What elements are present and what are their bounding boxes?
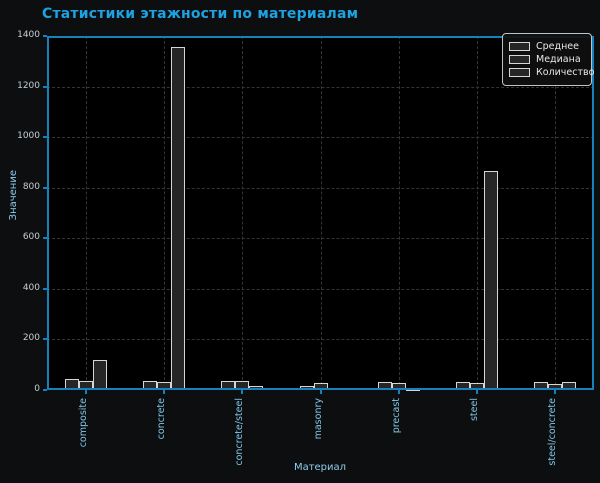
y-tick-mark bbox=[43, 85, 47, 88]
y-tick-label: 1000 bbox=[17, 131, 40, 142]
x-tick-mark bbox=[241, 390, 244, 394]
bar-Среднее-masonry bbox=[299, 386, 314, 390]
legend-item: Среднее bbox=[509, 41, 584, 52]
y-tick-label: 400 bbox=[22, 282, 40, 293]
bar-Медиана-steel bbox=[469, 383, 484, 390]
bar-Медиана-masonry bbox=[313, 383, 328, 390]
x-tick-mark bbox=[163, 390, 166, 394]
y-tick-mark bbox=[43, 186, 47, 189]
bar-Среднее-precast bbox=[377, 382, 392, 390]
x-tick-label: steel/concrete bbox=[546, 398, 558, 466]
bar-Количество-steel bbox=[483, 171, 498, 390]
y-tick-label: 0 bbox=[34, 384, 40, 394]
x-tick-label: masonry bbox=[312, 398, 324, 440]
bar-Количество-masonry bbox=[327, 388, 342, 391]
x-tick-mark bbox=[85, 390, 88, 394]
y-tick-mark bbox=[43, 389, 47, 391]
legend-swatch-icon bbox=[509, 55, 530, 64]
x-tick-mark bbox=[475, 390, 478, 394]
bar-Количество-steel/concrete bbox=[561, 381, 576, 390]
bar-Количество-concrete/steel bbox=[249, 385, 264, 390]
gridline-x bbox=[476, 36, 478, 390]
chart-title: Статистики этажности по материалам bbox=[42, 6, 359, 22]
bar-Среднее-composite bbox=[65, 378, 80, 390]
x-tick-label: composite bbox=[78, 398, 90, 448]
x-tick-label: precast bbox=[390, 398, 402, 434]
bar-Количество-precast bbox=[405, 388, 420, 391]
gridline-x bbox=[242, 36, 244, 390]
bar-Среднее-steel bbox=[455, 381, 470, 390]
y-tick-mark bbox=[43, 35, 47, 37]
gridline-x bbox=[398, 36, 400, 390]
y-tick-mark bbox=[43, 287, 47, 290]
x-tick-mark bbox=[397, 390, 400, 394]
gridline-x bbox=[554, 36, 556, 390]
y-tick-label: 200 bbox=[22, 333, 40, 344]
legend-item: Медиана bbox=[509, 54, 584, 65]
y-tick-label: 1400 bbox=[17, 30, 40, 40]
legend-swatch-icon bbox=[509, 68, 530, 77]
legend-swatch-icon bbox=[509, 42, 530, 51]
x-tick-label: concrete bbox=[156, 398, 168, 440]
bar-Среднее-concrete bbox=[143, 380, 158, 390]
y-tick-mark bbox=[43, 136, 47, 139]
gridline-x bbox=[164, 36, 166, 390]
legend: Среднее Медиана Количество bbox=[502, 33, 594, 86]
y-axis-label: Значение bbox=[8, 170, 19, 221]
bar-Среднее-steel/concrete bbox=[533, 381, 548, 390]
gridline-x bbox=[320, 36, 322, 390]
legend-label: Количество bbox=[536, 67, 595, 78]
x-tick-label: concrete/steel bbox=[234, 398, 246, 466]
bar-Медиана-concrete/steel bbox=[235, 380, 250, 390]
y-tick-mark bbox=[43, 237, 47, 240]
bar-Медиана-precast bbox=[391, 382, 406, 390]
x-tick-mark bbox=[319, 390, 322, 394]
bar-Количество-concrete bbox=[171, 47, 186, 390]
bar-Медиана-concrete bbox=[157, 381, 172, 390]
legend-label: Медиана bbox=[536, 54, 581, 65]
legend-label: Среднее bbox=[536, 41, 579, 52]
x-axis-label: Материал bbox=[293, 462, 347, 473]
legend-item: Количество bbox=[509, 67, 594, 78]
x-tick-mark bbox=[553, 390, 556, 394]
bar-Количество-composite bbox=[93, 360, 108, 390]
y-tick-label: 1200 bbox=[17, 80, 40, 91]
x-tick-label: steel bbox=[468, 398, 480, 422]
y-tick-label: 800 bbox=[22, 181, 40, 192]
bar-Медиана-composite bbox=[79, 380, 94, 390]
y-tick-mark bbox=[43, 338, 47, 341]
bar-Среднее-concrete/steel bbox=[221, 380, 236, 390]
gridline-x bbox=[86, 36, 88, 390]
y-tick-label: 600 bbox=[22, 232, 40, 243]
